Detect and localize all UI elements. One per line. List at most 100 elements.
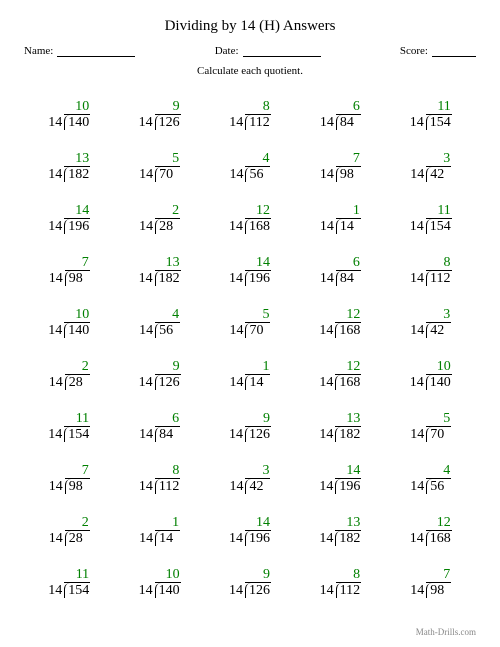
divisor: 14 — [139, 480, 155, 494]
quotient: 13 — [155, 256, 181, 271]
division-problem: 14684 — [295, 245, 385, 297]
quotient: 12 — [335, 308, 361, 323]
quotient: 8 — [155, 464, 180, 479]
quotient: 1 — [155, 516, 180, 531]
divisor: 14 — [48, 168, 64, 182]
divisor: 14 — [410, 272, 426, 286]
quotient: 10 — [64, 308, 90, 323]
dividend: 112 — [426, 271, 451, 286]
dividend: 154 — [426, 219, 452, 234]
divisor: 14 — [410, 480, 426, 494]
divisor: 14 — [319, 376, 335, 390]
dividend: 112 — [245, 115, 270, 130]
dividend: 182 — [64, 167, 90, 182]
dividend: 84 — [155, 427, 180, 442]
division-problem: 14228 — [24, 349, 114, 401]
date-blank[interactable] — [243, 45, 321, 57]
divisor: 14 — [320, 220, 336, 234]
division-problem: 1413182 — [295, 505, 385, 557]
dividend: 28 — [65, 531, 90, 546]
quotient: 10 — [426, 360, 452, 375]
dividend: 168 — [245, 219, 271, 234]
divisor: 14 — [49, 272, 65, 286]
division-problem: 1414196 — [24, 193, 114, 245]
divisor: 14 — [229, 584, 245, 598]
dividend: 112 — [336, 583, 361, 598]
division-problem: 14570 — [386, 401, 476, 453]
score-blank[interactable] — [432, 45, 476, 57]
division-problem: 148112 — [386, 245, 476, 297]
quotient: 13 — [335, 516, 361, 531]
divisor: 14 — [48, 428, 64, 442]
name-label: Name: — [24, 45, 53, 57]
divisor: 14 — [320, 272, 336, 286]
dividend: 42 — [426, 167, 451, 182]
division-problem: 1414196 — [205, 505, 295, 557]
quotient: 6 — [336, 100, 361, 115]
division-problem: 1410140 — [24, 89, 114, 141]
dividend: 98 — [426, 583, 451, 598]
page-title: Dividing by 14 (H) Answers — [24, 18, 476, 35]
dividend: 182 — [155, 271, 181, 286]
division-problem: 149126 — [114, 349, 204, 401]
divisor: 14 — [229, 428, 245, 442]
quotient: 13 — [335, 412, 361, 427]
divisor: 14 — [139, 324, 155, 338]
division-problem: 1414196 — [205, 245, 295, 297]
quotient: 14 — [64, 204, 90, 219]
divisor: 14 — [320, 584, 336, 598]
divisor: 14 — [410, 376, 426, 390]
divisor: 14 — [139, 376, 155, 390]
division-problem: 14570 — [205, 297, 295, 349]
dividend: 168 — [335, 375, 361, 390]
division-problem: 1410140 — [114, 557, 204, 609]
division-problem: 1411154 — [386, 89, 476, 141]
division-problem: 1412168 — [205, 193, 295, 245]
name-blank[interactable] — [57, 45, 135, 57]
quotient: 14 — [245, 256, 271, 271]
dividend: 140 — [64, 115, 90, 130]
dividend: 56 — [426, 479, 451, 494]
dividend: 154 — [64, 583, 90, 598]
quotient: 9 — [155, 100, 181, 115]
dividend: 154 — [64, 427, 90, 442]
dividend: 84 — [336, 115, 361, 130]
division-problem: 1413182 — [114, 245, 204, 297]
quotient: 7 — [426, 568, 451, 583]
score-field: Score: — [400, 45, 476, 57]
divisor: 14 — [139, 168, 155, 182]
division-problem: 148112 — [295, 557, 385, 609]
quotient: 4 — [245, 152, 270, 167]
dividend: 14 — [245, 375, 270, 390]
divisor: 14 — [48, 116, 64, 130]
quotient: 3 — [426, 152, 451, 167]
dividend: 70 — [155, 167, 180, 182]
quotient: 3 — [426, 308, 451, 323]
division-problem: 14570 — [114, 141, 204, 193]
quotient: 6 — [155, 412, 180, 427]
division-problem: 1412168 — [295, 297, 385, 349]
quotient: 5 — [426, 412, 451, 427]
divisor: 14 — [229, 480, 245, 494]
quotient: 6 — [336, 256, 361, 271]
instruction: Calculate each quotient. — [24, 65, 476, 77]
division-problem: 149126 — [205, 557, 295, 609]
quotient: 8 — [426, 256, 451, 271]
quotient: 10 — [64, 100, 90, 115]
divisor: 14 — [410, 168, 426, 182]
dividend: 56 — [155, 323, 180, 338]
division-problem: 149126 — [114, 89, 204, 141]
dividend: 126 — [245, 427, 271, 442]
quotient: 11 — [64, 568, 90, 583]
division-problem: 1414196 — [295, 453, 385, 505]
divisor: 14 — [410, 116, 426, 130]
divisor: 14 — [319, 532, 335, 546]
quotient: 5 — [155, 152, 180, 167]
dividend: 112 — [155, 479, 180, 494]
division-problem: 14798 — [295, 141, 385, 193]
division-problem: 14684 — [114, 401, 204, 453]
dividend: 196 — [245, 271, 271, 286]
dividend: 140 — [64, 323, 90, 338]
divisor: 14 — [320, 168, 336, 182]
dividend: 28 — [65, 375, 90, 390]
